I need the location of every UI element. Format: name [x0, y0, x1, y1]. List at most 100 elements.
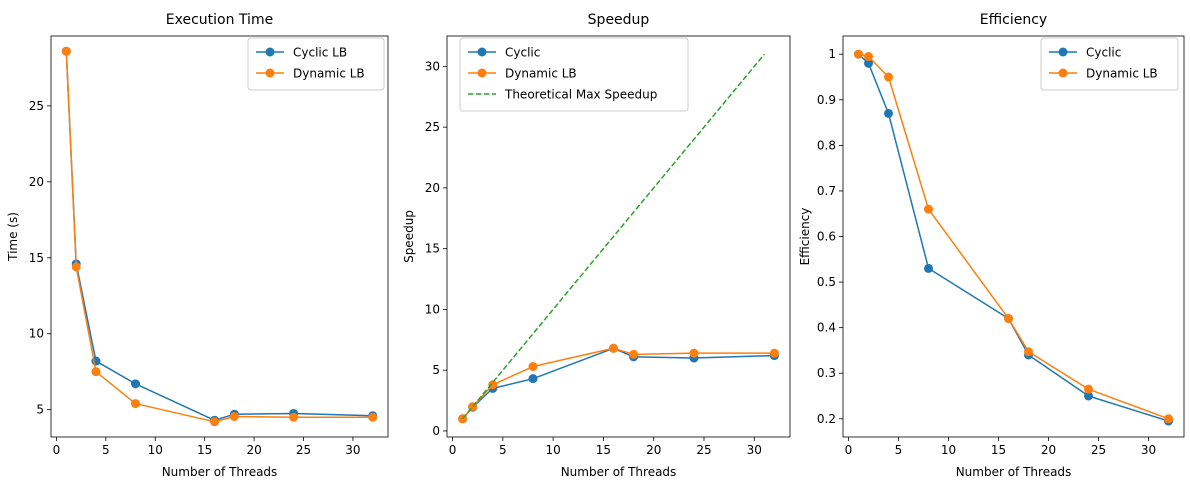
x-tick-label: 0	[845, 443, 853, 457]
data-point	[629, 349, 639, 359]
chart-title: Efficiency	[980, 12, 1047, 28]
legend: Cyclic LB Dynamic LB	[247, 37, 385, 91]
y-tick-label: 25	[29, 99, 44, 113]
legend-label: Cyclic LB	[293, 46, 347, 60]
data-point	[130, 379, 140, 389]
legend-label: Cyclic	[505, 46, 540, 60]
x-tick-label: 0	[53, 443, 61, 457]
legend-marker	[1058, 68, 1068, 78]
x-tick-label: 10	[148, 443, 163, 457]
legend-marker	[1058, 47, 1068, 57]
chart-2: Efficiency 0 5 10 15 20 25 30 0.2 0.3 0.4 0.5 0.6 0.7…	[798, 12, 1185, 479]
data-point	[689, 348, 699, 358]
x-tick-label: 5	[895, 443, 903, 457]
data-point	[924, 263, 933, 273]
chart-title: Speedup	[588, 12, 650, 28]
chart-title: Execution Time	[166, 12, 273, 28]
legend-marker	[265, 47, 275, 57]
x-tick-label: 5	[102, 443, 110, 457]
data-point	[1164, 414, 1173, 424]
data-point	[924, 204, 933, 214]
data-point	[884, 108, 893, 118]
y-tick-label: 20	[29, 175, 44, 189]
data-point	[884, 72, 893, 82]
legend-label: Dynamic LB	[505, 67, 577, 81]
legend-label: Dynamic LB	[1086, 67, 1158, 81]
x-axis-label: Number of Threads	[162, 465, 278, 479]
y-tick-label: 0.7	[817, 184, 836, 198]
x-tick-label: 10	[545, 443, 560, 457]
x-tick-label: 25	[696, 443, 711, 457]
legend-marker	[477, 68, 487, 78]
x-tick-label: 25	[1091, 443, 1106, 457]
legend-label: Theoretical Max Speedup	[504, 88, 657, 102]
axes-frame	[446, 35, 791, 438]
data-point	[864, 58, 873, 68]
data-point	[1024, 347, 1033, 357]
y-tick-label: 25	[425, 120, 440, 134]
y-tick-label: 0	[432, 424, 440, 438]
series-line	[65, 51, 373, 422]
legend-label: Cyclic	[1086, 46, 1121, 60]
y-axis-label: Time (s)	[6, 212, 20, 262]
x-tick-label: 15	[991, 443, 1006, 457]
data-point	[71, 262, 81, 272]
y-axis-label: Efficiency	[798, 208, 812, 266]
y-tick-label: 1	[828, 47, 836, 61]
series-line	[65, 51, 373, 423]
y-tick-label: 0.2	[817, 412, 836, 426]
data-point	[289, 412, 299, 422]
data-point	[368, 412, 378, 422]
axes-frame	[842, 35, 1185, 438]
y-tick-label: 0.5	[817, 275, 836, 289]
data-point	[1004, 314, 1013, 324]
legend: Cyclic Dynamic LB	[1040, 37, 1179, 91]
y-tick-label: 15	[425, 242, 440, 256]
series-line	[462, 53, 765, 420]
legend-box	[247, 37, 385, 91]
legend-marker	[477, 47, 487, 57]
data-point	[864, 52, 873, 62]
data-point	[91, 367, 101, 377]
chart-0: Execution Time 0 5 10 15 20 25 30 5 10 15 20 25 Numbe…	[6, 12, 389, 479]
y-tick-label: 0.6	[817, 230, 836, 244]
data-point	[488, 380, 498, 390]
x-tick-label: 10	[941, 443, 956, 457]
data-point	[769, 348, 779, 358]
x-axis-label: Number of Threads	[956, 465, 1072, 479]
y-tick-label: 0.9	[817, 93, 836, 107]
y-tick-label: 0.4	[817, 321, 836, 335]
y-tick-label: 30	[425, 59, 440, 73]
legend-box	[459, 37, 689, 112]
x-tick-label: 30	[747, 443, 762, 457]
legend: Cyclic Dynamic LB Theoretical Max Speedup	[459, 37, 689, 112]
legend-label: Dynamic LB	[293, 67, 365, 81]
y-tick-label: 10	[29, 327, 44, 341]
legend-box	[1040, 37, 1179, 91]
x-tick-label: 20	[1041, 443, 1056, 457]
y-tick-label: 5	[432, 363, 440, 377]
chart-1: Speedup 0 5 10 15 20 25 30 0 5 10 15 20 25 30 Number of…	[402, 12, 791, 479]
y-tick-label: 5	[36, 403, 44, 417]
y-tick-label: 0.3	[817, 366, 836, 380]
y-tick-label: 20	[425, 181, 440, 195]
x-tick-label: 15	[596, 443, 611, 457]
series-line	[857, 53, 1169, 422]
plot-area	[843, 36, 1184, 437]
y-tick-label: 10	[425, 302, 440, 316]
x-tick-label: 20	[246, 443, 261, 457]
data-point	[210, 417, 220, 427]
series-line	[858, 53, 1169, 420]
data-point	[61, 46, 71, 56]
x-axis-label: Number of Threads	[561, 465, 677, 479]
x-tick-label: 25	[296, 443, 311, 457]
legend-marker	[265, 68, 275, 78]
x-tick-label: 0	[449, 443, 457, 457]
y-tick-label: 0.8	[817, 138, 836, 152]
x-tick-label: 20	[646, 443, 661, 457]
data-point	[854, 49, 863, 59]
x-tick-label: 30	[345, 443, 360, 457]
data-point	[229, 411, 239, 421]
x-tick-label: 5	[499, 443, 507, 457]
